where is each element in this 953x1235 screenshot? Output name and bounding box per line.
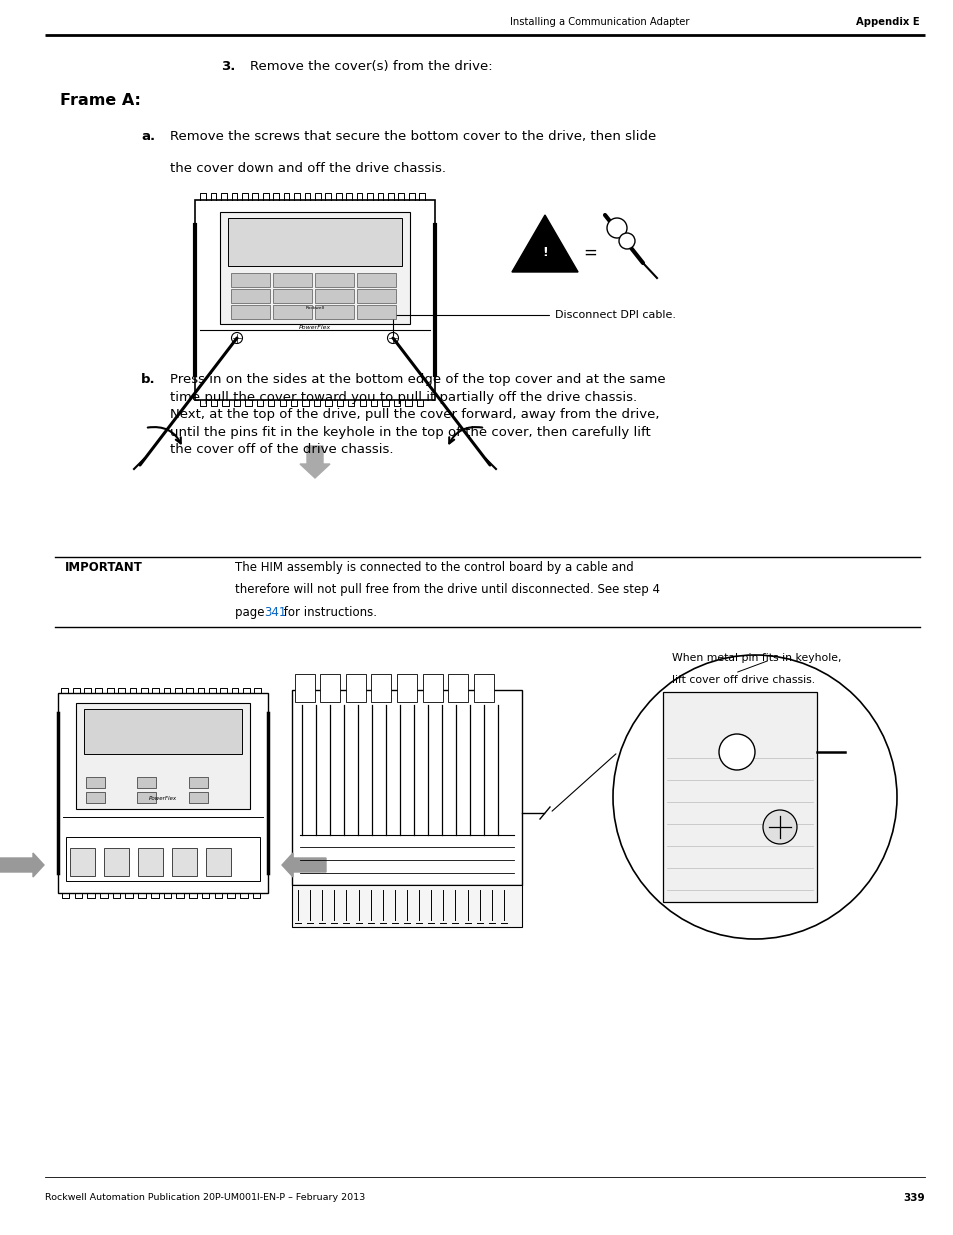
Bar [231, 305, 270, 319]
Bar [314, 289, 354, 303]
FancyArrow shape [299, 446, 330, 478]
Text: for instructions.: for instructions. [279, 606, 376, 619]
Bar [138, 848, 163, 876]
Bar [194, 200, 435, 400]
Bar [104, 848, 129, 876]
Text: lift cover off drive chassis.: lift cover off drive chassis. [671, 676, 814, 685]
Text: Installing a Communication Adapter: Installing a Communication Adapter [510, 17, 689, 27]
Bar [231, 289, 270, 303]
Bar [273, 289, 312, 303]
Text: PowerFlex: PowerFlex [298, 325, 331, 330]
Bar [396, 674, 416, 701]
Text: !: ! [541, 247, 547, 259]
Bar [474, 674, 493, 701]
Bar [86, 792, 105, 803]
Text: Appendix E: Appendix E [856, 17, 919, 27]
Bar [273, 273, 312, 287]
Bar [273, 305, 312, 319]
Bar [320, 674, 340, 701]
Bar [70, 848, 95, 876]
Bar [137, 792, 156, 803]
Bar [294, 674, 314, 701]
Circle shape [613, 655, 896, 939]
Text: When metal pin fits in keyhole,: When metal pin fits in keyhole, [671, 653, 841, 663]
Bar [137, 777, 156, 788]
Bar [356, 273, 395, 287]
Text: =: = [582, 245, 597, 262]
Bar [314, 305, 354, 319]
Circle shape [762, 810, 796, 844]
Text: Press in on the sides at the bottom edge of the top cover and at the same
time p: Press in on the sides at the bottom edge… [170, 373, 665, 456]
Bar [58, 693, 268, 893]
Bar [231, 273, 270, 287]
FancyArrow shape [0, 853, 44, 877]
Bar [292, 690, 521, 885]
Text: Frame A:: Frame A: [60, 93, 141, 107]
Text: Rockwell: Rockwell [305, 306, 324, 310]
FancyArrow shape [282, 853, 326, 877]
Text: The HIM assembly is connected to the control board by a cable and: The HIM assembly is connected to the con… [234, 561, 633, 574]
Bar [228, 219, 401, 266]
Text: Disconnect DPI cable.: Disconnect DPI cable. [393, 310, 676, 335]
Circle shape [719, 734, 754, 769]
Polygon shape [512, 215, 578, 272]
Bar [662, 692, 816, 902]
Bar [422, 674, 442, 701]
Bar [292, 885, 521, 927]
Circle shape [606, 219, 626, 238]
Bar [371, 674, 391, 701]
Text: 341: 341 [264, 606, 286, 619]
Text: 339: 339 [902, 1193, 924, 1203]
Bar [86, 777, 105, 788]
Bar [356, 289, 395, 303]
Bar [189, 792, 208, 803]
Text: Rockwell Automation Publication 20P-UM001I-EN-P – February 2013: Rockwell Automation Publication 20P-UM00… [45, 1193, 365, 1202]
Bar [189, 777, 208, 788]
Text: a.: a. [141, 130, 154, 143]
Bar [76, 703, 250, 809]
Bar [448, 674, 468, 701]
Text: therefore will not pull free from the drive until disconnected. See step 4: therefore will not pull free from the dr… [234, 583, 659, 597]
Bar [314, 273, 354, 287]
Text: the cover down and off the drive chassis.: the cover down and off the drive chassis… [170, 162, 446, 175]
Text: Remove the cover(s) from the drive:: Remove the cover(s) from the drive: [250, 61, 492, 73]
Text: b.: b. [140, 373, 154, 387]
Bar [220, 212, 410, 324]
Circle shape [618, 233, 635, 249]
Text: page: page [234, 606, 268, 619]
Bar [66, 837, 260, 881]
Text: Remove the screws that secure the bottom cover to the drive, then slide: Remove the screws that secure the bottom… [170, 130, 656, 143]
Bar [206, 848, 231, 876]
Bar [172, 848, 196, 876]
Text: IMPORTANT: IMPORTANT [65, 561, 143, 574]
Text: 3.: 3. [220, 61, 234, 73]
Bar [84, 709, 242, 753]
Text: PowerFlex: PowerFlex [149, 797, 177, 802]
Bar [356, 305, 395, 319]
Bar [346, 674, 366, 701]
